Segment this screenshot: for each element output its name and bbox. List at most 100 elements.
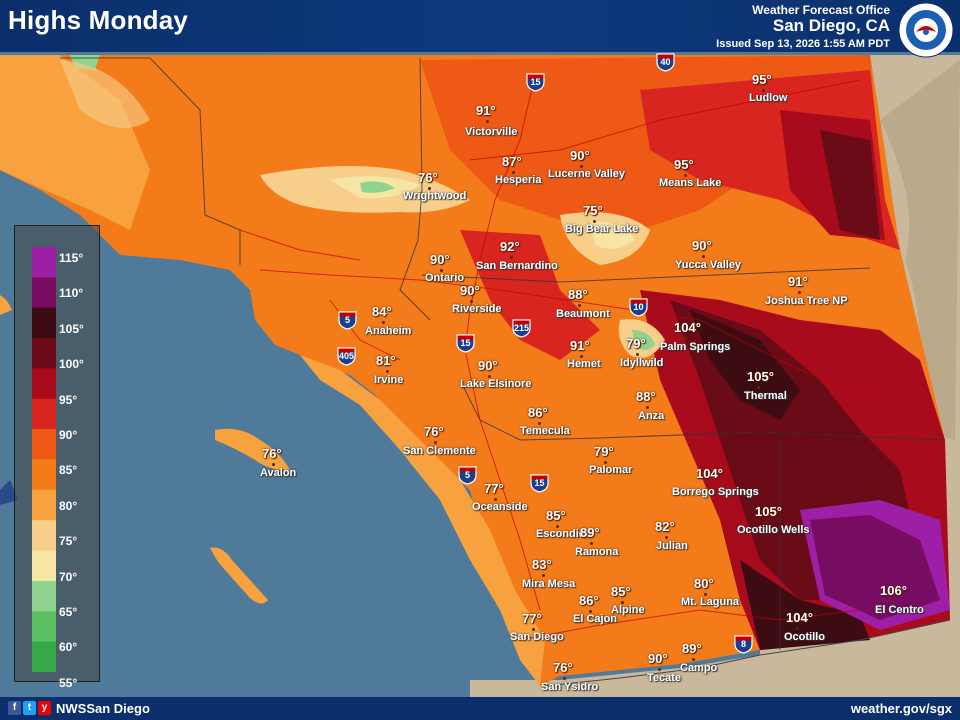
city-temperature: 91° — [570, 338, 590, 353]
city-name: Joshua Tree NP — [765, 295, 848, 307]
city-temperature: 77° — [484, 481, 504, 496]
city-marker — [702, 255, 705, 258]
interstate-number: 15 — [526, 77, 545, 87]
city-name: Ludlow — [749, 92, 788, 104]
legend-color-swatch — [32, 338, 56, 369]
temperature-legend: High Temperature (F) 115°110°105°100°95°… — [14, 225, 100, 682]
city-marker — [510, 256, 513, 259]
legend-color-swatch — [32, 551, 56, 582]
city-temperature: 91° — [476, 103, 496, 118]
city-name: Palomar — [589, 464, 632, 476]
city-marker — [486, 120, 489, 123]
interstate-shield-icon: 405 — [337, 346, 356, 366]
city-name: Ontario — [425, 272, 464, 284]
city-marker — [684, 337, 687, 340]
issued-time: Issued Sep 13, 2026 1:55 AM PDT — [716, 38, 890, 50]
city-temperature: 90° — [478, 358, 498, 373]
city-name: Idyllwild — [620, 357, 663, 369]
city-marker — [890, 600, 893, 603]
twitter-icon[interactable]: t — [23, 701, 36, 715]
interstate-shield-icon: 15 — [526, 72, 545, 92]
interstate-shield-icon: 15 — [456, 333, 475, 353]
city-temperature: 89° — [580, 525, 600, 540]
city-name: Anaheim — [365, 325, 411, 337]
city-name: Campo — [680, 662, 717, 674]
interstate-shield-icon: 40 — [656, 52, 675, 72]
city-name: Julian — [656, 540, 688, 552]
legend-tick-label: 70° — [59, 570, 77, 584]
city-name: San Ysidro — [541, 681, 598, 693]
city-marker — [646, 406, 649, 409]
city-name: Yucca Valley — [675, 259, 741, 271]
nws-logo-icon — [898, 2, 954, 58]
city-temperature: 85° — [611, 584, 631, 599]
legend-tick-label: 95° — [59, 393, 77, 407]
city-marker — [636, 353, 639, 356]
legend-color-swatch — [32, 247, 56, 278]
city-marker — [796, 627, 799, 630]
city-temperature: 85° — [546, 508, 566, 523]
city-marker — [386, 370, 389, 373]
city-name: Oceanside — [472, 501, 528, 513]
city-name: Ramona — [575, 546, 618, 558]
city-marker — [434, 441, 437, 444]
city-temperature: 86° — [528, 405, 548, 420]
interstate-shield-icon: 10 — [629, 297, 648, 317]
city-temperature: 88° — [636, 389, 656, 404]
legend-tick-label: 55° — [59, 676, 77, 690]
city-temperature: 79° — [594, 444, 614, 459]
legend-tick-label: 110° — [59, 286, 83, 300]
city-temperature: 76° — [262, 446, 282, 461]
interstate-shield-icon: 5 — [338, 310, 357, 330]
interstate-number: 15 — [456, 338, 475, 348]
website-link[interactable]: weather.gov/sgx — [851, 701, 952, 716]
legend-color-swatch — [32, 611, 56, 642]
legend-color-swatch — [32, 368, 56, 399]
city-temperature: 106° — [880, 583, 907, 598]
interstate-number: 10 — [629, 302, 648, 312]
city-name: Wrightwood — [403, 190, 466, 202]
interstate-shield-icon: 5 — [458, 465, 477, 485]
legend-color-swatch — [32, 429, 56, 460]
city-temperature: 90° — [570, 148, 590, 163]
interstate-number: 405 — [337, 351, 356, 361]
city-temperature: 76° — [553, 660, 573, 675]
legend-tick-label: 65° — [59, 605, 77, 619]
city-temperature: 104° — [696, 466, 723, 481]
city-temperature: 81° — [376, 353, 396, 368]
city-name: El Centro — [875, 604, 924, 616]
city-marker — [578, 304, 581, 307]
city-name: Borrego Springs — [672, 486, 759, 498]
legend-color-swatch — [32, 581, 56, 612]
city-name: El Cajon — [573, 613, 617, 625]
city-name: Thermal — [744, 390, 787, 402]
city-temperature: 105° — [747, 369, 774, 384]
city-marker — [590, 542, 593, 545]
interstate-shield-icon: 215 — [512, 318, 531, 338]
city-temperature: 86° — [579, 593, 599, 608]
city-temperature: 79° — [626, 336, 646, 351]
city-temperature: 87° — [502, 154, 522, 169]
city-temperature: 91° — [788, 274, 808, 289]
legend-tick-label: 105° — [59, 322, 84, 336]
city-temperature: 105° — [755, 504, 782, 519]
city-name: Big Bear Lake — [565, 223, 638, 235]
facebook-icon[interactable]: f — [8, 701, 21, 715]
interstate-number: 215 — [512, 323, 531, 333]
office-city: San Diego, CA — [773, 16, 890, 36]
city-temperature: 90° — [430, 252, 450, 267]
social-handle[interactable]: NWSSan Diego — [56, 701, 150, 716]
city-temperature: 95° — [752, 72, 772, 87]
city-name: Hesperia — [495, 174, 541, 186]
footer-bar: f t y NWSSan Diego weather.gov/sgx — [0, 697, 960, 720]
legend-color-swatch — [32, 460, 56, 491]
city-name: San Clemente — [403, 445, 476, 457]
city-temperature: 92° — [500, 239, 520, 254]
city-name: Victorville — [465, 126, 517, 138]
city-marker — [542, 574, 545, 577]
legend-tick-label: 100° — [59, 357, 84, 371]
city-name: Means Lake — [659, 177, 721, 189]
city-name: Anza — [638, 410, 664, 422]
youtube-icon[interactable]: y — [38, 701, 51, 715]
city-temperature: 89° — [682, 641, 702, 656]
